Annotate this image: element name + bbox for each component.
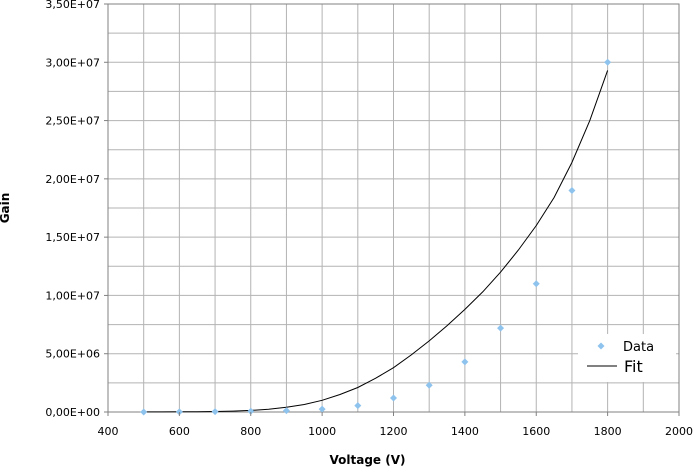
data-point	[354, 402, 362, 410]
data-point	[211, 408, 219, 416]
x-tick-label: 2000	[665, 425, 693, 438]
x-tick-label: 1600	[522, 425, 550, 438]
data-point	[425, 381, 433, 389]
legend-data-marker-icon	[597, 342, 605, 350]
legend-background	[578, 334, 676, 382]
y-tick-label: 0,00E+00	[45, 406, 100, 419]
y-axis-title: Gain	[0, 193, 12, 224]
data-point	[282, 407, 290, 415]
x-tick-label: 800	[240, 425, 261, 438]
x-axis-title: Voltage (V)	[330, 453, 406, 467]
data-point	[604, 58, 612, 66]
fit-line	[143, 70, 609, 413]
y-tick-label: 1,50E+07	[45, 231, 100, 244]
legend-data-label: Data	[623, 340, 654, 355]
x-axis-ticks: 400 600 800 1000 1200 1400 1600 1800 2000	[98, 412, 693, 438]
data-point	[497, 324, 505, 332]
data-point	[532, 280, 540, 288]
y-tick-label: 1,00E+07	[45, 289, 100, 302]
data-series	[140, 58, 612, 416]
y-axis-ticks: 0,00E+00 5,00E+06 1,00E+07 1,50E+07 2,00E+07…	[45, 0, 108, 419]
data-point	[175, 408, 183, 416]
x-tick-label: 1400	[451, 425, 479, 438]
data-point	[568, 187, 576, 195]
x-tick-label: 1200	[380, 425, 408, 438]
data-point	[247, 407, 255, 415]
y-tick-label: 2,50E+07	[45, 115, 100, 128]
y-tick-label: 5,00E+06	[45, 348, 100, 361]
x-tick-label: 600	[169, 425, 190, 438]
fit-series	[143, 70, 609, 413]
data-point	[318, 405, 326, 413]
data-point	[461, 358, 469, 366]
x-tick-label: 1000	[308, 425, 336, 438]
x-tick-label: 400	[98, 425, 119, 438]
legend-fit-label: Fit	[624, 357, 643, 376]
y-tick-label: 3,00E+07	[45, 56, 100, 69]
y-tick-label: 2,00E+07	[45, 173, 100, 186]
data-point	[390, 394, 397, 402]
y-tick-label: 3,50E+07	[45, 0, 100, 11]
legend: Data Fit	[578, 334, 676, 382]
x-tick-label: 1800	[594, 425, 622, 438]
data-point	[140, 408, 148, 416]
